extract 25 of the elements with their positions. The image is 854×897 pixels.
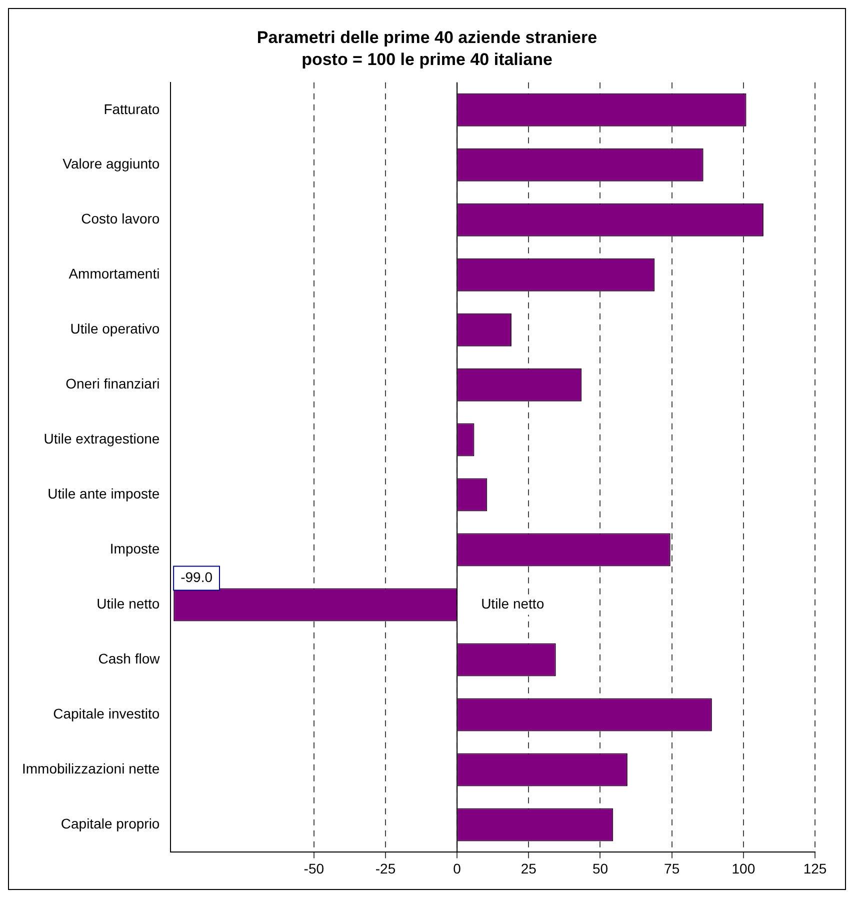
y-tick-label: Valore aggiunto [62, 156, 160, 172]
x-tick-label: 100 [732, 860, 756, 876]
x-tick-label: -25 [375, 860, 396, 876]
x-tick-label: -50 [304, 860, 324, 876]
x-tick-label: 125 [803, 860, 827, 876]
y-tick-label: Immobilizzazioni nette [22, 760, 160, 777]
chart-title: Parametri delle prime 40 aziende straniere posto = 100 le prime 40 italiane [256, 27, 598, 71]
y-tick-label: Utile netto [96, 596, 160, 612]
y-tick-label: Utile operativo [70, 320, 160, 337]
x-tick-label: 25 [520, 860, 537, 876]
x-tick-label: 0 [453, 860, 462, 876]
y-tick-label: Imposte [110, 540, 160, 557]
y-tick-label: Utile extragestione [44, 430, 160, 447]
y-tick-label: Utile ante imposte [48, 486, 160, 502]
data-label: -99.0 [180, 569, 213, 586]
y-tick-label: Costo lavoro [81, 210, 160, 227]
annotation: Utile netto [481, 596, 544, 612]
y-tick-label: Cash flow [98, 650, 161, 667]
y-tick-label: Ammortamenti [68, 266, 160, 282]
x-tick-label: 75 [664, 860, 680, 876]
y-tick-label: Oneri finanziari [66, 376, 160, 392]
y-tick-label: Capitale investito [53, 706, 160, 722]
x-tick-label: 50 [592, 860, 608, 876]
y-tick-label: Fatturato [104, 100, 160, 117]
y-tick-label: Capitale proprio [60, 816, 160, 832]
